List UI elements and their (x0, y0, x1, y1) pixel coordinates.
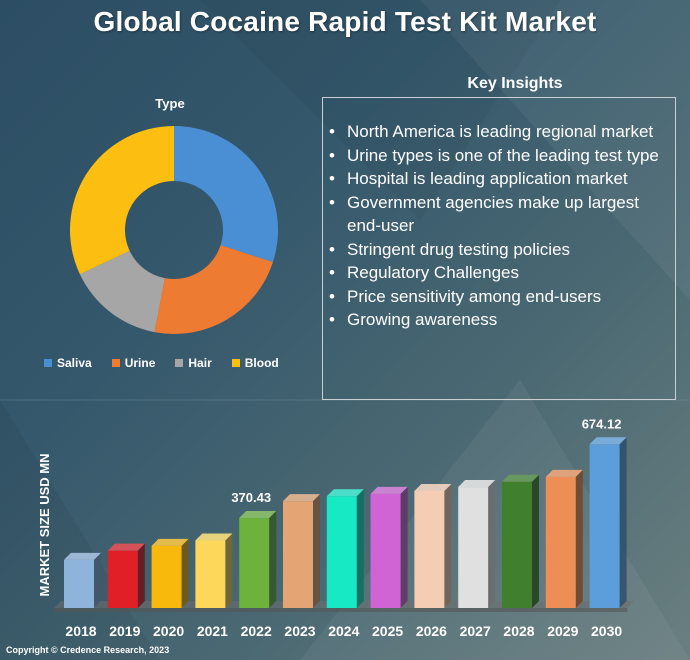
bar-2028 (502, 474, 539, 608)
x-tick-2023: 2023 (284, 623, 315, 639)
x-tick-2018: 2018 (65, 623, 96, 639)
x-tick-2029: 2029 (547, 623, 578, 639)
x-tick-2024: 2024 (328, 623, 359, 639)
insight-item: Regulatory Challenges (329, 261, 665, 285)
donut-chart: Type (0, 88, 330, 388)
x-tick-2030: 2030 (591, 623, 622, 639)
bar-2022 (239, 511, 277, 608)
x-tick-2026: 2026 (416, 623, 447, 639)
data-label-2030: 674.12 (582, 416, 622, 431)
insight-item: Government agencies make up largest end-… (329, 191, 665, 238)
legend-item-urine: Urine (111, 356, 156, 370)
donut-svg (69, 126, 278, 334)
insight-item: Hospital is leading application market (329, 167, 665, 191)
legend-label: Blood (244, 356, 279, 370)
bar-2018 (64, 552, 101, 608)
x-tick-2028: 2028 (503, 623, 534, 639)
donut-segment-urine (154, 245, 273, 334)
insight-item: Price sensitivity among end-users (329, 285, 665, 309)
y-axis-label: MARKET SIZE USD MN (37, 454, 52, 597)
insights-title: Key Insights (467, 75, 563, 92)
legend-label: Urine (124, 356, 156, 370)
x-tick-2019: 2019 (109, 623, 140, 639)
legend-item-saliva: Saliva (44, 356, 92, 370)
bar-2025 (370, 486, 408, 608)
x-tick-2022: 2022 (241, 623, 272, 639)
bar-2027 (458, 480, 496, 608)
bar-2019 (107, 543, 145, 608)
insights-list: North America is leading regional market… (323, 98, 675, 332)
legend-swatch (44, 359, 52, 367)
bar-2023 (283, 494, 320, 608)
legend-swatch (111, 359, 120, 367)
bar-chart: MARKET SIZE USD MN 2018 2019 2020 2021 2022 37… (37, 416, 635, 639)
data-label-2022: 370.43 (231, 490, 271, 505)
bar-2030 (589, 437, 627, 608)
bar-2026 (414, 483, 452, 608)
bar-2020 (151, 538, 189, 608)
donut-segment-hair (79, 250, 165, 333)
bar-2021 (195, 533, 233, 608)
legend-item-hair: Hair (175, 356, 212, 370)
bar-2029 (545, 469, 583, 608)
insight-item: Growing awareness (329, 308, 665, 332)
insight-item: Stringent drug testing policies (329, 238, 665, 262)
page-title: Global Cocaine Rapid Test Kit Market (93, 6, 597, 37)
x-tick-2025: 2025 (372, 623, 403, 639)
legend-label: Saliva (57, 356, 92, 370)
insights-box: North America is leading regional market… (322, 97, 676, 400)
insight-item: Urine types is one of the leading test t… (329, 144, 665, 168)
legend-swatch (175, 359, 184, 367)
legend-swatch (231, 359, 240, 367)
x-tick-2027: 2027 (460, 623, 491, 639)
donut-title: Type (155, 96, 185, 111)
insight-item: North America is leading regional market (329, 120, 665, 144)
legend-label: Hair (188, 356, 212, 370)
x-tick-2020: 2020 (153, 623, 184, 639)
donut-legend: Saliva Urine Hair Blood (44, 356, 279, 370)
bar-2024 (326, 489, 364, 608)
copyright-text: Copyright © Credence Research, 2023 (6, 645, 170, 655)
x-tick-2021: 2021 (197, 623, 228, 639)
donut-segment-saliva (174, 126, 278, 263)
donut-segment-blood (69, 126, 174, 275)
legend-item-blood: Blood (231, 356, 279, 370)
